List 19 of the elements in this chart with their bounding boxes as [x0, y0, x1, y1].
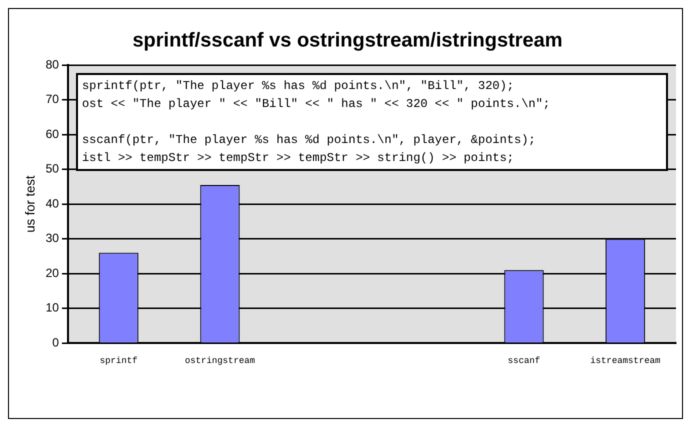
- annotation: ost << "The player " << "Bill" << " has " << 320 << " points.\n";: [82, 96, 552, 113]
- y-tick-label: 30: [46, 231, 60, 246]
- x-tick-label: ostringstream: [184, 356, 256, 366]
- y-tick-label: 60: [46, 126, 60, 141]
- x-tick-label: sprintf: [100, 356, 138, 366]
- y-tick-label: 40: [46, 196, 60, 210]
- y-axis-title: us for test: [22, 175, 38, 233]
- y-tick-label: 10: [46, 300, 60, 315]
- annotation: sprintf(ptr, "The player %s has %d points.\n", "Bill", 320);: [82, 78, 516, 95]
- y-tick-label: 0: [52, 336, 60, 350]
- annotation: istl >> tempStr >> tempStr >> tempStr >> string() >> points;: [82, 150, 516, 167]
- y-tick-label: 80: [46, 57, 60, 72]
- annotation: sscanf(ptr, "The player %s has %d points.\n", player, &points);: [82, 132, 537, 149]
- chart-title: sprintf/sscanf vs ostringstream/istringstream: [132, 30, 563, 52]
- y-tick-label: 20: [46, 266, 60, 280]
- x-tick-label: istreamstream: [590, 356, 660, 366]
- y-tick-label: 70: [46, 92, 60, 106]
- x-tick-label: sscanf: [508, 356, 540, 366]
- y-tick-label: 50: [46, 162, 60, 176]
